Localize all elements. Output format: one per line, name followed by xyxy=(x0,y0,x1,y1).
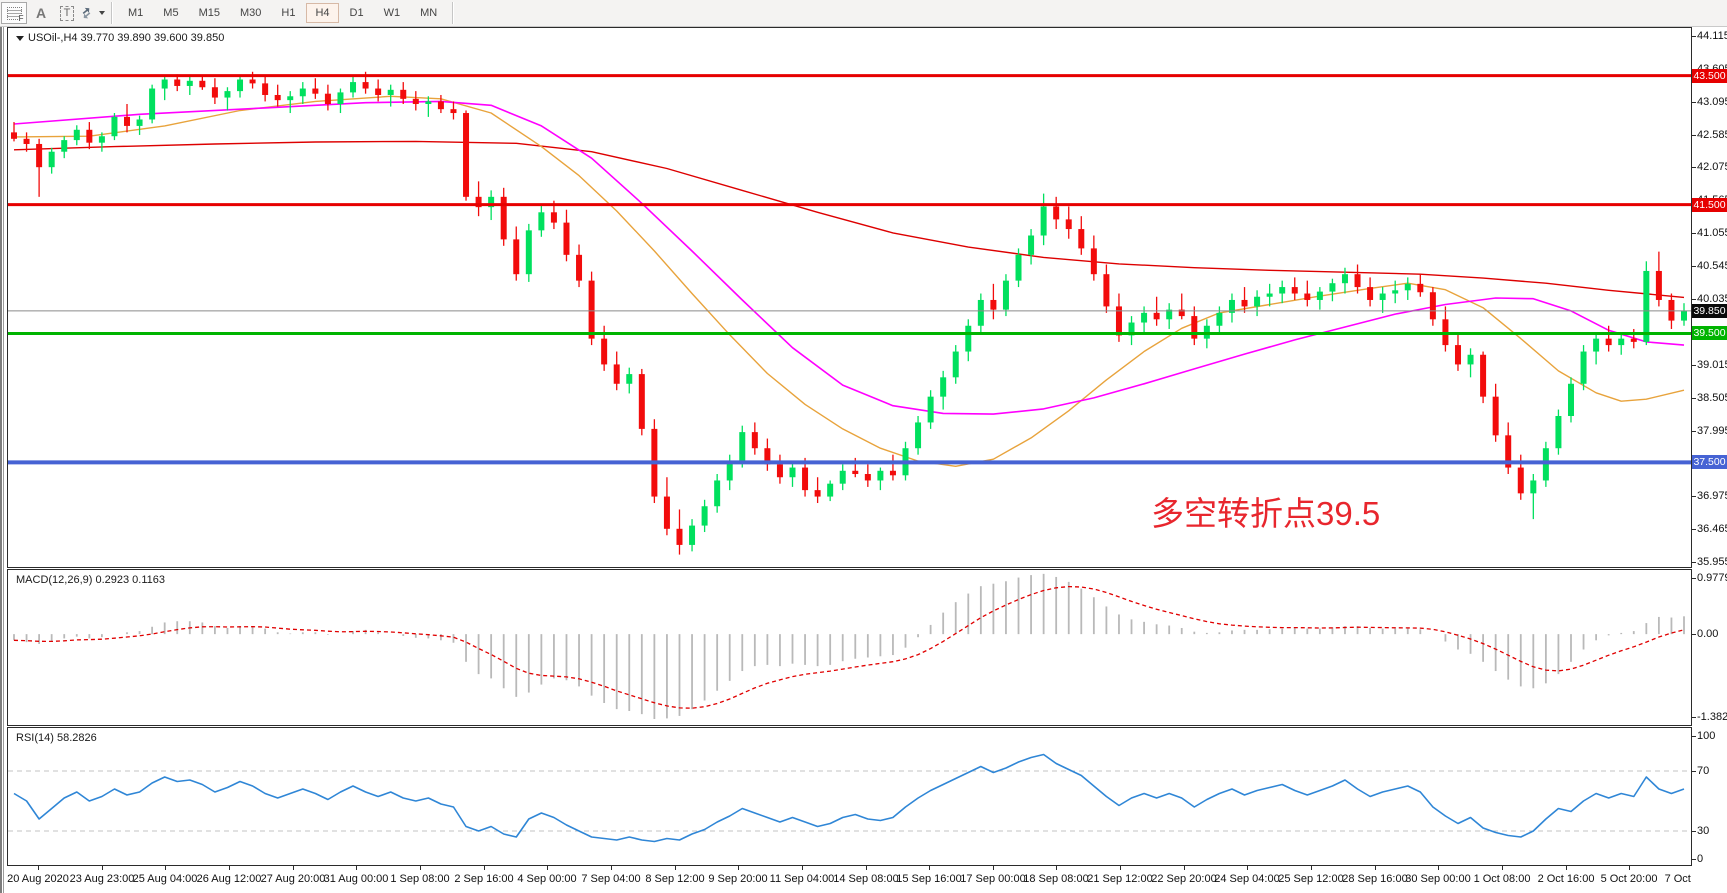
rsi-indicator-panel[interactable]: RSI(14) 58.2826 xyxy=(7,727,1692,866)
timeframe-button-h4[interactable]: H4 xyxy=(306,3,339,23)
time-axis-label: 22 Sep 20:00 xyxy=(1151,873,1217,885)
time-axis-label: 9 Sep 20:00 xyxy=(708,873,768,885)
timeframe-button-m30[interactable]: M30 xyxy=(239,7,262,19)
price-axis-tick: 35.955 xyxy=(1697,556,1727,568)
rsi-axis-tick: 70 xyxy=(1697,765,1710,777)
time-axis-label: 31 Aug 00:00 xyxy=(323,873,389,885)
time-axis-label: 2 Oct 16:00 xyxy=(1537,873,1595,885)
time-axis-label: 14 Sep 08:00 xyxy=(833,873,899,885)
text-box-icon: T xyxy=(59,5,75,21)
price-axis-tick: 39.015 xyxy=(1697,359,1727,371)
window-left-edge xyxy=(0,27,9,893)
time-axis-label: 21 Sep 12:00 xyxy=(1087,873,1153,885)
macd-axis-tick: 0.9779 xyxy=(1697,572,1727,584)
timeframe-button-h1[interactable]: H1 xyxy=(281,7,296,19)
price-axis-tick: 40.035 xyxy=(1697,293,1727,305)
price-axis-tick: 42.075 xyxy=(1697,161,1727,173)
time-axis-label: 25 Aug 04:00 xyxy=(132,873,198,885)
rsi-axis-tick: 100 xyxy=(1697,730,1716,742)
price-axis[interactable]: 44.11543.60543.09542.58542.07541.56541.0… xyxy=(1692,27,1727,893)
time-axis-label: 28 Sep 16:00 xyxy=(1342,873,1408,885)
price-axis-tick: 42.585 xyxy=(1697,129,1727,141)
current-price-label: 39.850 xyxy=(1692,304,1727,318)
macd-canvas xyxy=(13,573,1685,720)
price-axis-tick: 41.055 xyxy=(1697,227,1727,239)
price-axis-tick: 43.095 xyxy=(1697,96,1727,108)
timeframe-button-m5[interactable]: M5 xyxy=(163,7,179,19)
time-axis-label: 15 Sep 16:00 xyxy=(896,873,962,885)
price-axis-tick: 38.505 xyxy=(1697,392,1727,404)
time-axis-label: 8 Sep 12:00 xyxy=(645,873,705,885)
time-axis-label: 5 Oct 20:00 xyxy=(1600,873,1658,885)
time-axis-label: 17 Sep 00:00 xyxy=(960,873,1026,885)
letter-a-icon: A xyxy=(35,5,47,21)
time-axis-label: 11 Sep 04:00 xyxy=(769,873,835,885)
time-axis-label: 23 Aug 23:00 xyxy=(69,873,135,885)
time-axis-label: 7 Sep 04:00 xyxy=(581,873,641,885)
price-axis-tick: 36.465 xyxy=(1697,523,1727,535)
rsi-axis-tick: 30 xyxy=(1697,825,1710,837)
dropdown-caret-icon xyxy=(99,11,105,15)
timeframe-button-d1[interactable]: D1 xyxy=(349,7,364,19)
time-axis-label: 30 Sep 00:00 xyxy=(1405,873,1471,885)
diagonal-arrows-icon xyxy=(82,7,91,19)
time-axis-label: 26 Aug 12:00 xyxy=(196,873,262,885)
level-price-label-41.500: 41.500 xyxy=(1692,198,1727,212)
price-chart-panel[interactable]: 多空转折点39.5 USOil-,H4 39.770 39.890 39.600… xyxy=(7,27,1692,568)
text-tool-button[interactable]: T xyxy=(55,2,79,24)
macd-axis-tick: -1.382 xyxy=(1697,711,1727,723)
label-tool-button[interactable]: A xyxy=(29,2,53,24)
crosshair-grid-button[interactable]: F xyxy=(1,2,27,24)
timeframe-toolbar: M1 M5 M15 M30 H1 H4 D1 W1 MN xyxy=(118,0,447,27)
time-axis-label: 25 Sep 12:00 xyxy=(1278,873,1344,885)
price-chart-canvas: 多空转折点39.5 xyxy=(8,71,1691,555)
price-axis-tick: 37.995 xyxy=(1697,425,1727,437)
rsi-canvas xyxy=(8,753,1691,843)
timeframe-button-w1[interactable]: W1 xyxy=(383,7,401,19)
dotted-grid-icon: F xyxy=(6,6,24,23)
time-axis-label: 24 Sep 04:00 xyxy=(1214,873,1280,885)
symbol-quote-label[interactable]: USOil-,H4 39.770 39.890 39.600 39.850 xyxy=(16,32,224,44)
time-axis[interactable]: 20 Aug 2020 23 Aug 23:00 25 Aug 04:00 26 Au… xyxy=(7,866,1721,893)
level-price-label-43.500: 43.500 xyxy=(1692,69,1727,83)
timeframe-button-mn[interactable]: MN xyxy=(420,7,438,19)
time-axis-label: 4 Sep 00:00 xyxy=(517,873,577,885)
chart-annotation-text: 多空转折点39.5 xyxy=(1151,495,1380,532)
arrows-tool-button[interactable] xyxy=(81,2,105,24)
time-axis-label: 18 Sep 08:00 xyxy=(1023,873,1089,885)
timeframe-button-m1[interactable]: M1 xyxy=(128,7,144,19)
macd-label: MACD(12,26,9) 0.2923 0.1163 xyxy=(16,574,165,586)
time-axis-label: 2 Sep 16:00 xyxy=(454,873,514,885)
time-axis-label: 1 Sep 08:00 xyxy=(390,873,450,885)
level-price-label-39.500: 39.500 xyxy=(1692,326,1727,340)
rsi-label: RSI(14) 58.2826 xyxy=(16,732,97,744)
rsi-axis-tick: 0 xyxy=(1697,853,1704,865)
macd-indicator-panel[interactable]: MACD(12,26,9) 0.2923 0.1163 xyxy=(7,569,1692,726)
toolbar: F A T M1 M5 M15 M30 H1 H4 D1 W1 MN xyxy=(0,0,1727,27)
toolbar-separator xyxy=(452,2,455,24)
symbol-dropdown-icon xyxy=(16,35,24,41)
time-axis-label: 27 Aug 20:00 xyxy=(260,873,326,885)
timeframe-button-m15[interactable]: M15 xyxy=(198,7,220,19)
time-axis-label: 20 Aug 2020 xyxy=(7,873,69,885)
price-axis-tick: 36.975 xyxy=(1697,490,1727,502)
macd-axis-tick: 0.00 xyxy=(1697,628,1719,640)
time-axis-label: 1 Oct 08:00 xyxy=(1473,873,1531,885)
level-price-label-37.500: 37.500 xyxy=(1692,455,1727,469)
toolbar-separator xyxy=(111,2,113,24)
price-axis-tick: 44.115 xyxy=(1697,30,1727,42)
price-axis-tick: 40.545 xyxy=(1697,260,1727,272)
chart-area: 多空转折点39.5 USOil-,H4 39.770 39.890 39.600… xyxy=(0,27,1727,893)
